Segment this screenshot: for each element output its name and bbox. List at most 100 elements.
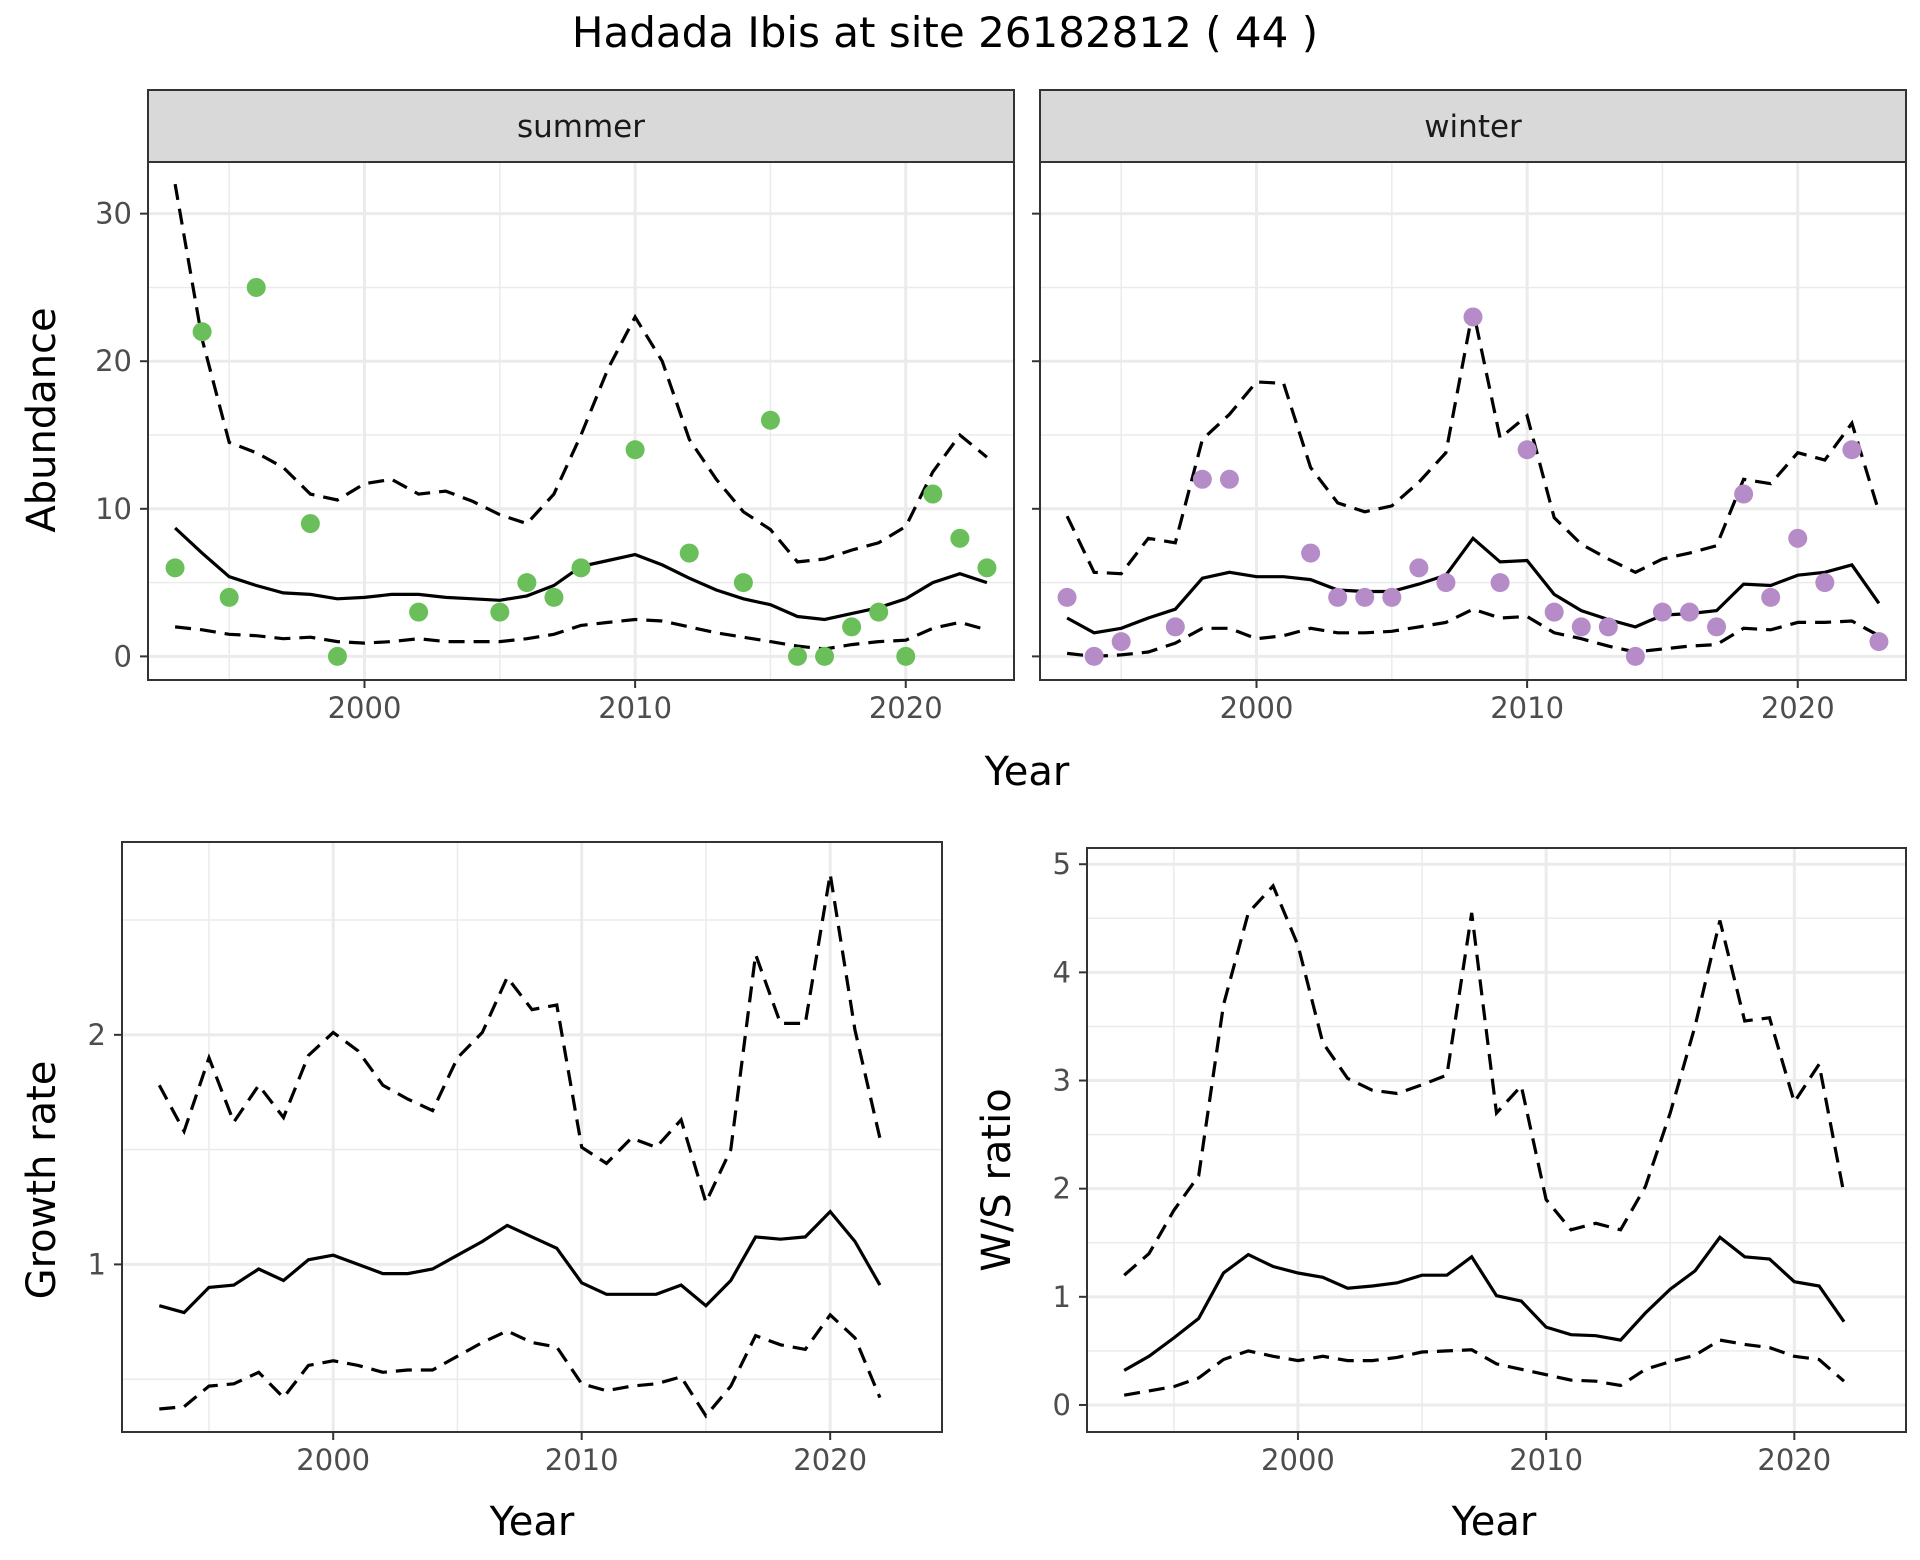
data-point [896,646,916,666]
strip-winter [1039,89,1907,163]
data-point [1192,469,1212,489]
panel-border [147,161,1015,681]
upper-bound-line [173,183,988,564]
y-tick-label: 4 [1053,955,1071,989]
lower-bound-line [174,617,988,651]
data-point [1652,602,1672,622]
y-tick-label: 10 [95,492,132,526]
mean-line [1123,1235,1846,1372]
y-tick-label: 1 [1053,1280,1071,1314]
x-tick-label: 2000 [1261,1443,1335,1477]
y-tick-label: 20 [95,344,132,378]
strip-label-summer: summer [517,109,645,145]
strip-label-winter: winter [1424,109,1522,145]
data-point [977,558,997,578]
data-point [1815,573,1835,593]
mean-line [158,1209,882,1315]
data-point [1382,587,1402,607]
data-point [1165,617,1185,637]
data-point [1517,440,1537,460]
y-axis-label-ratio: W/S ratio [974,1088,1020,1271]
data-point [1219,469,1239,489]
data-point [1436,573,1456,593]
data-point [842,617,862,637]
y-tick-label: 0 [114,639,132,673]
data-point [1788,528,1808,548]
x-tick-label: 2000 [296,1443,370,1477]
data-point [517,573,537,593]
panel-border [121,841,943,1433]
y-tick-label: 30 [95,197,132,231]
data-point [192,322,212,342]
data-point [788,646,807,666]
x-tick-label: 2000 [1220,691,1294,725]
data-point [300,514,320,534]
x-tick-label: 2020 [1761,691,1835,725]
data-point [923,484,943,504]
x-tick-label: 2020 [793,1443,867,1477]
data-point [950,528,970,548]
data-point [1761,587,1781,607]
data-point [1842,440,1862,460]
y-tick-label: 2 [88,1018,106,1052]
data-point [1057,587,1077,607]
data-point [165,558,185,578]
upper-bound-line [157,873,882,1207]
data-point [1463,307,1483,327]
data-point [1084,646,1104,666]
y-tick-label: 3 [1053,1064,1071,1098]
mean-line [1066,535,1881,635]
lower-bound-line [1066,607,1880,659]
data-point [1680,602,1699,622]
chart-title: Hadada Ibis at site 26182812 ( 44 ) [572,8,1318,57]
y-axis-label-abundance: Abundance [19,307,65,532]
x-tick-label: 2020 [869,691,943,725]
panel-summer: summer 2000 2010 2020 0 10 20 30 [95,89,1015,725]
data-point [760,410,780,430]
panel-winter: winter 2000 2010 2020 [1032,89,1907,725]
data-point [409,602,429,622]
lower-bound-line [159,1312,882,1419]
data-point [1734,484,1754,504]
strip-summer [147,89,1015,163]
x-axis-label-ratio: Year [1451,1499,1537,1545]
x-axis-label-growth: Year [489,1499,575,1545]
data-point [571,558,591,578]
y-tick-label: 0 [1053,1388,1071,1422]
data-point [219,587,239,607]
y-tick-label: 5 [1053,847,1071,881]
data-point [1355,587,1375,607]
data-point [327,646,347,666]
data-point [246,277,266,297]
data-point [1301,543,1321,563]
panel-growth: 2000 2010 2020 1 2 [88,841,943,1477]
data-point [1111,632,1131,652]
data-point [815,646,835,666]
upper-bound-line [1123,882,1846,1277]
panel-border [1086,847,1907,1433]
panel-border [1039,161,1907,681]
y-tick-label: 2 [1053,1172,1071,1206]
data-point [490,602,510,622]
data-point [733,573,753,593]
data-point [1598,617,1618,637]
plot-area [1040,162,1906,680]
x-tick-label: 2010 [1490,691,1564,725]
y-tick-label: 1 [88,1247,106,1281]
x-tick-label: 2010 [1509,1443,1583,1477]
data-point [1625,646,1645,666]
data-point [544,587,564,607]
x-tick-label: 2010 [545,1443,619,1477]
data-point [1571,617,1591,637]
data-point [1869,632,1889,652]
data-point [679,543,699,563]
x-axis-label-top: Year [984,749,1070,795]
data-point [1409,558,1429,578]
data-point [1328,587,1348,607]
lower-bound-line [1123,1338,1846,1397]
x-tick-label: 2000 [328,691,402,725]
x-tick-label: 2010 [598,691,672,725]
data-point [1490,573,1510,593]
data-point [1707,617,1727,637]
